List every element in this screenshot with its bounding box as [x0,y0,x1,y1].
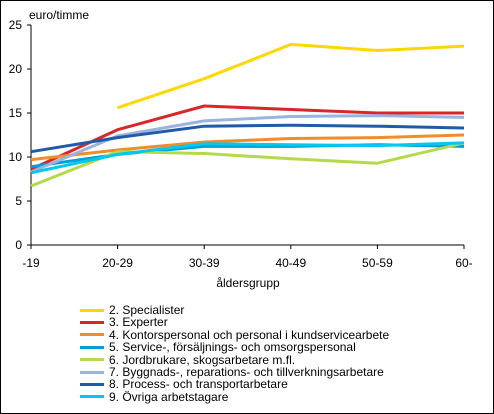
y-tick-label: 0 [15,238,22,252]
legend-label: 2. Specialister [109,302,185,317]
legend-swatch [80,333,104,337]
legend-item: 9. Övriga arbetstagare [80,391,389,403]
series-line-6 [30,114,465,174]
y-tick-label: 15 [9,106,23,120]
legend-label: 7. Byggnads-, reparations- och tillverkn… [109,364,384,379]
x-tick-label: 60- [455,256,472,270]
legend-label: 6. Jordbrukare, skogsarbetare m.fl. [109,352,296,367]
legend-item: 6. Jordbrukare, skogsarbetare m.fl. [80,354,389,366]
legend-item: 2. Specialister [80,304,389,316]
legend-item: 5. Service-, försäljnings- och omsorgspe… [80,341,389,353]
axes: 0 5 10 15 20 25 -19 20-29 30-39 40-49 50-59 60- [9,18,473,270]
x-axis-label: åldersgrupp [216,276,280,290]
series-lines [30,42,465,188]
legend-swatch [80,395,104,399]
x-tick-label: -19 [22,256,40,270]
legend-item: 4. Kontorspersonal och personal i kundse… [80,329,389,341]
legend: 2. Specialister 3. Experter 4. Kontorspers… [80,304,389,403]
legend-swatch [80,358,104,362]
series-line-7 [30,123,465,154]
legend-swatch [80,321,104,325]
legend-item: 7. Byggnads-, reparations- och tillverkn… [80,366,389,378]
x-tick-label: 20-29 [102,256,133,270]
legend-label: 9. Övriga arbetstagare [109,389,229,404]
y-axis-label: euro/timme [29,8,89,22]
legend-label: 5. Service-, försäljnings- och omsorgspe… [109,340,356,355]
series-line-8 [30,141,465,175]
legend-label: 3. Experter [109,315,168,330]
x-tick-label: 40-49 [275,256,306,270]
legend-label: 8. Process- och transportarbetare [109,377,288,392]
series-line-1 [117,42,465,110]
x-tick-label: 50-59 [362,256,393,270]
legend-swatch [80,308,104,312]
legend-swatch [80,370,104,374]
legend-item: 3. Experter [80,316,389,328]
legend-label: 4. Kontorspersonal och personal i kundse… [109,327,390,342]
legend-swatch [80,345,104,349]
x-tick-label: 30-39 [189,256,220,270]
legend-item: 8. Process- och transportarbetare [80,378,389,390]
series-line-5 [30,141,465,188]
legend-swatch [80,383,104,387]
y-tick-label: 5 [15,194,22,208]
series-line-3 [30,133,465,162]
series-line-2 [30,104,464,171]
y-tick-label: 20 [9,62,23,76]
y-tick-label: 10 [9,150,23,164]
y-tick-label: 25 [9,18,23,32]
